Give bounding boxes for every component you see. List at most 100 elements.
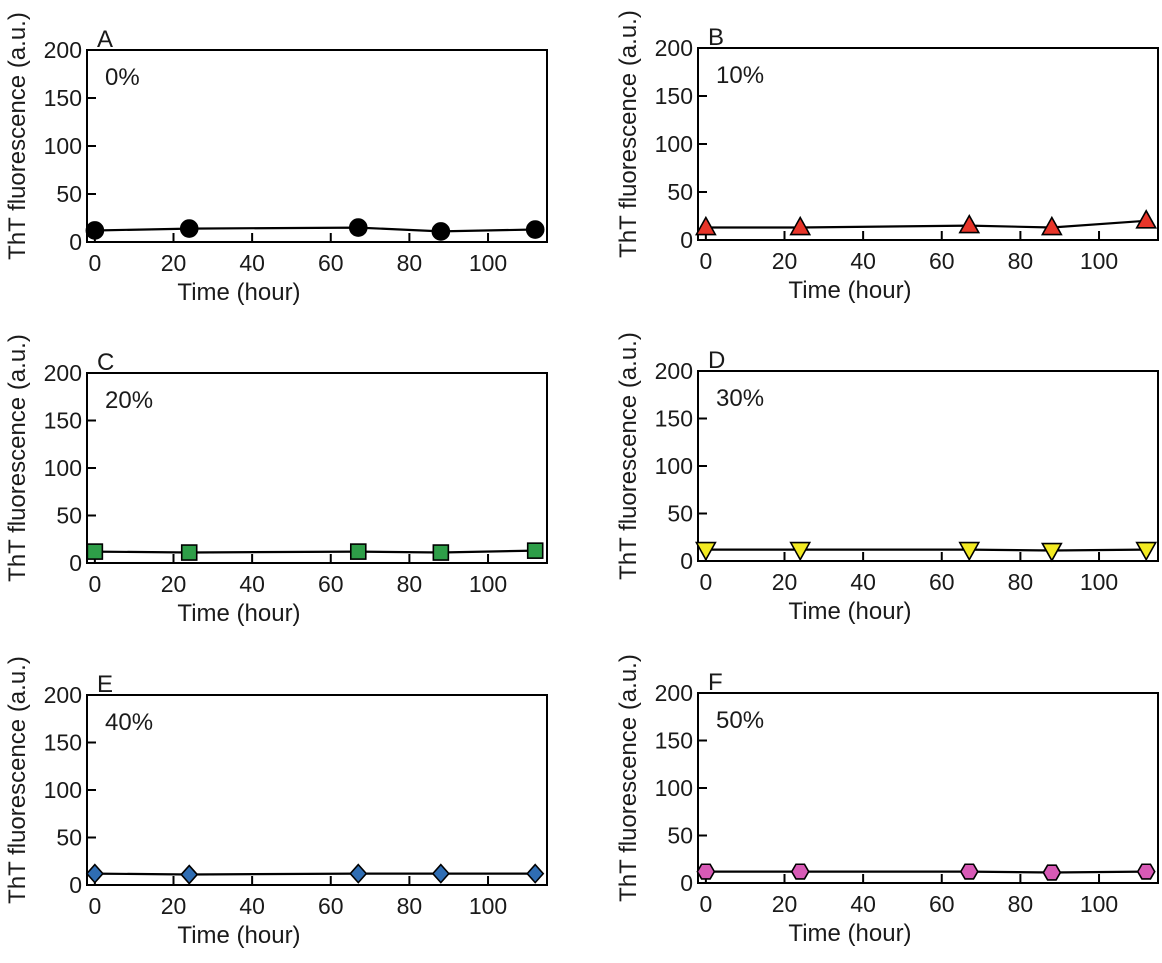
x-axis-label: Time (hour) <box>177 922 300 949</box>
inset-label: 0% <box>105 64 140 91</box>
chart-panel-c: 0 50 100 150 200 0 20 40 60 80 100 Time (hour) ThT f… <box>4 334 548 627</box>
y-tick-label: 150 <box>44 730 82 756</box>
y-tick-label: 0 <box>69 229 82 255</box>
data-point <box>1135 209 1158 229</box>
plot-frame <box>697 692 1159 884</box>
data-point <box>349 543 367 560</box>
data-point <box>431 863 450 884</box>
y-tick-label: 100 <box>655 131 693 157</box>
data-point <box>696 863 716 880</box>
data-point <box>525 220 545 239</box>
x-axis-label: Time (hour) <box>788 920 911 947</box>
panel-label: B <box>708 24 724 51</box>
y-tick-label: 50 <box>56 503 82 529</box>
y-axis-label: ThT fluorescence (a.u.) <box>615 654 642 902</box>
x-tick-label: 60 <box>318 893 344 919</box>
data-point <box>789 541 812 562</box>
x-tick-label: 20 <box>772 248 798 274</box>
x-tick-label: 20 <box>161 571 187 597</box>
y-tick-label: 0 <box>680 227 693 253</box>
x-tick-label: 100 <box>469 893 507 919</box>
panel-label: E <box>97 671 113 698</box>
inset-label: 20% <box>105 387 153 414</box>
y-tick-label: 200 <box>655 358 693 384</box>
x-tick-label: 20 <box>161 250 187 276</box>
data-point <box>789 215 812 236</box>
panel-label: F <box>708 669 723 696</box>
chart-panel-f: 0 50 100 150 200 0 20 40 60 80 100 Time (hour) ThT f… <box>615 654 1159 947</box>
x-axis-label: Time (hour) <box>788 598 911 625</box>
data-point <box>1040 215 1063 236</box>
x-tick-label: 20 <box>161 893 187 919</box>
data-point <box>958 541 981 562</box>
data-point <box>790 863 810 880</box>
x-tick-label: 40 <box>850 891 876 917</box>
data-point <box>179 219 199 238</box>
inset-label: 30% <box>716 385 764 412</box>
x-tick-label: 20 <box>772 891 798 917</box>
y-axis-label: ThT fluorescence (a.u.) <box>615 332 642 580</box>
data-point <box>180 544 198 561</box>
plot-frame <box>86 49 548 243</box>
y-tick-label: 0 <box>69 872 82 898</box>
y-tick-label: 150 <box>655 728 693 754</box>
x-tick-label: 80 <box>1008 891 1034 917</box>
chart-panel-d: 0 50 100 150 200 0 20 40 60 80 100 Time (hour) ThT f… <box>615 332 1159 625</box>
x-tick-label: 100 <box>1080 569 1118 595</box>
y-tick-label: 0 <box>69 550 82 576</box>
x-tick-label: 60 <box>318 250 344 276</box>
x-tick-label: 80 <box>1008 569 1034 595</box>
panel-label: D <box>708 347 725 374</box>
y-tick-label: 50 <box>667 179 693 205</box>
x-tick-label: 40 <box>239 571 265 597</box>
x-tick-label: 60 <box>929 569 955 595</box>
x-tick-label: 0 <box>699 569 712 595</box>
x-tick-label: 40 <box>239 893 265 919</box>
x-tick-label: 100 <box>469 250 507 276</box>
y-tick-label: 150 <box>44 408 82 434</box>
data-point <box>526 542 544 559</box>
inset-label: 40% <box>105 709 153 736</box>
x-tick-label: 20 <box>772 569 798 595</box>
x-tick-label: 100 <box>1080 891 1118 917</box>
x-tick-label: 80 <box>397 250 423 276</box>
y-tick-label: 50 <box>56 181 82 207</box>
x-tick-label: 60 <box>929 891 955 917</box>
y-tick-label: 200 <box>44 360 82 386</box>
data-point <box>694 215 717 236</box>
data-point <box>958 213 981 234</box>
y-tick-label: 200 <box>44 682 82 708</box>
y-tick-label: 50 <box>56 825 82 851</box>
x-tick-label: 80 <box>397 571 423 597</box>
plot-frame <box>697 370 1159 562</box>
x-tick-label: 100 <box>469 571 507 597</box>
x-tick-label: 0 <box>88 893 101 919</box>
x-tick-label: 0 <box>699 891 712 917</box>
inset-label: 50% <box>716 707 764 734</box>
data-point <box>526 863 545 884</box>
y-tick-label: 150 <box>655 83 693 109</box>
data-point <box>85 863 104 884</box>
y-axis-label: ThT fluorescence (a.u.) <box>4 12 31 260</box>
plot-frame <box>86 694 548 886</box>
series-line <box>705 870 1147 874</box>
y-tick-label: 100 <box>655 775 693 801</box>
y-tick-label: 200 <box>44 37 82 63</box>
series-line <box>94 226 536 233</box>
data-point <box>959 863 979 880</box>
panel-label: A <box>97 26 113 53</box>
y-tick-label: 100 <box>44 455 82 481</box>
x-tick-label: 40 <box>850 569 876 595</box>
x-tick-label: 100 <box>1080 248 1118 274</box>
x-tick-label: 40 <box>850 248 876 274</box>
plot-frame <box>697 47 1159 241</box>
x-tick-label: 60 <box>929 248 955 274</box>
data-point <box>1040 542 1063 563</box>
plot-frame <box>86 372 548 564</box>
x-axis-label: Time (hour) <box>788 277 911 304</box>
y-tick-label: 50 <box>667 501 693 527</box>
x-tick-label: 80 <box>397 893 423 919</box>
y-tick-label: 150 <box>655 406 693 432</box>
